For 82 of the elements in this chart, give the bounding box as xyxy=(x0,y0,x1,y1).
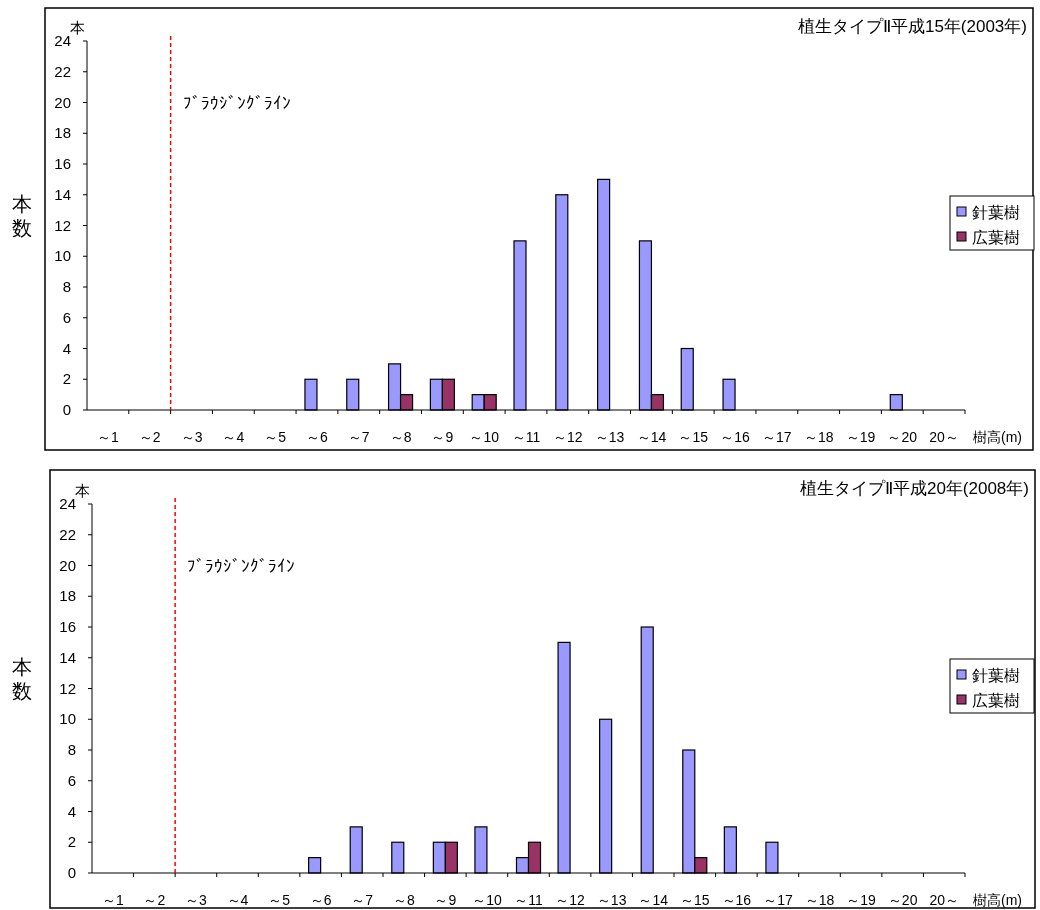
x-tick-label: 20～ xyxy=(929,892,959,908)
y-tick-label: 12 xyxy=(59,679,76,697)
x-tick-label: ～11 xyxy=(511,429,541,445)
legend-label: 針葉樹 xyxy=(972,204,1020,221)
y-tick-label: 2 xyxy=(62,370,71,388)
y-tick-label: 18 xyxy=(54,124,71,142)
text: 本 xyxy=(69,19,85,36)
x-tick-label: ～16 xyxy=(721,892,752,908)
y-tick-label: 20 xyxy=(54,93,71,111)
x-tick-label: ～14 xyxy=(638,892,669,908)
y-tick-label: 10 xyxy=(59,710,76,728)
y-tick-label: 22 xyxy=(59,525,76,543)
x-tick-label: ～20 xyxy=(887,892,918,908)
x-tick-label: ～2 xyxy=(143,892,166,908)
x-tick-label: ～20 xyxy=(887,429,918,445)
x-tick-label: ～5 xyxy=(264,429,287,445)
legend-label: 針葉樹 xyxy=(972,667,1020,684)
y-tick-label: 2 xyxy=(67,833,76,851)
x-axis-title: 樹高(m) xyxy=(973,892,1022,908)
x-tick-label: ～17 xyxy=(763,892,793,908)
x-tick-label: ～7 xyxy=(351,892,374,908)
y-tick-label: 0 xyxy=(62,401,71,418)
y-tick-label: 8 xyxy=(62,278,71,295)
legend-label: 広葉樹 xyxy=(972,229,1020,246)
y-tick-label: 14 xyxy=(54,185,71,203)
chart-title: 植生タイプⅡ平成20年(2008年) xyxy=(799,479,1029,498)
y-tick-label: 6 xyxy=(62,308,71,326)
x-tick-label: ～16 xyxy=(720,429,751,445)
x-tick-label: ～3 xyxy=(180,429,203,445)
y-tick-label: 20 xyxy=(59,556,76,574)
x-tick-label: ～6 xyxy=(306,429,329,445)
x-tick-label: ～19 xyxy=(846,892,877,908)
x-axis-title: 樹高(m) xyxy=(973,429,1022,445)
x-tick-label: ～14 xyxy=(636,429,667,445)
x-tick-label: ～13 xyxy=(596,892,627,908)
x-tick-label: ～8 xyxy=(389,429,412,445)
y-axis-title: 本数 xyxy=(12,656,32,702)
ref-line-label: ﾌﾞﾗｳｼﾞﾝｸﾞﾗｲﾝ xyxy=(187,556,296,576)
y-tick-label: 16 xyxy=(59,618,76,635)
x-tick-label: ～15 xyxy=(680,892,710,908)
y-tick-label: 14 xyxy=(59,648,76,666)
text: 本 xyxy=(74,482,90,499)
x-tick-label: ～6 xyxy=(309,892,332,908)
x-tick-label: ～12 xyxy=(555,892,586,908)
y-tick-label: 10 xyxy=(54,247,71,265)
x-tick-label: ～15 xyxy=(678,429,709,445)
x-tick-label: ～10 xyxy=(472,892,502,908)
y-tick-label: 24 xyxy=(54,32,71,49)
y-tick-label: 0 xyxy=(67,864,76,881)
y-axis-title: 本数 xyxy=(12,193,32,239)
x-tick-label: ～5 xyxy=(268,892,291,908)
x-tick-label: ～4 xyxy=(226,892,249,908)
x-tick-label: ～9 xyxy=(431,429,454,445)
y-tick-label: 16 xyxy=(54,155,71,172)
y-tick-label: 24 xyxy=(59,495,76,512)
y-tick-label: 6 xyxy=(67,771,76,789)
x-tick-label: ～4 xyxy=(222,429,245,445)
x-tick-label: ～18 xyxy=(803,429,834,445)
y-tick-label: 22 xyxy=(54,62,71,80)
x-tick-label: ～1 xyxy=(101,892,124,908)
x-tick-label: ～8 xyxy=(392,892,415,908)
x-tick-label: 20～ xyxy=(929,429,959,445)
x-tick-label: ～1 xyxy=(97,429,120,445)
x-tick-label: ～7 xyxy=(347,429,370,445)
x-tick-label: ～19 xyxy=(845,429,876,445)
chart-title: 植生タイプⅡ平成15年(2003年) xyxy=(797,17,1027,36)
x-tick-label: ～9 xyxy=(434,892,457,908)
x-tick-label: ～17 xyxy=(762,429,792,445)
y-tick-label: 4 xyxy=(62,339,71,357)
x-tick-label: ～12 xyxy=(553,429,583,445)
x-tick-label: ～2 xyxy=(138,429,161,445)
y-tick-label: 18 xyxy=(59,587,76,605)
x-tick-label: ～10 xyxy=(469,429,500,445)
x-tick-label: ～13 xyxy=(594,429,625,445)
x-tick-label: ～11 xyxy=(514,892,543,908)
legend-label: 広葉樹 xyxy=(972,692,1020,709)
x-tick-label: ～18 xyxy=(804,892,835,908)
ref-line-label: ﾌﾞﾗｳｼﾞﾝｸﾞﾗｲﾝ xyxy=(182,93,291,113)
y-tick-label: 12 xyxy=(54,216,71,234)
y-tick-label: 8 xyxy=(67,741,76,758)
y-tick-label: 4 xyxy=(67,802,76,820)
x-tick-label: ～3 xyxy=(185,892,208,908)
